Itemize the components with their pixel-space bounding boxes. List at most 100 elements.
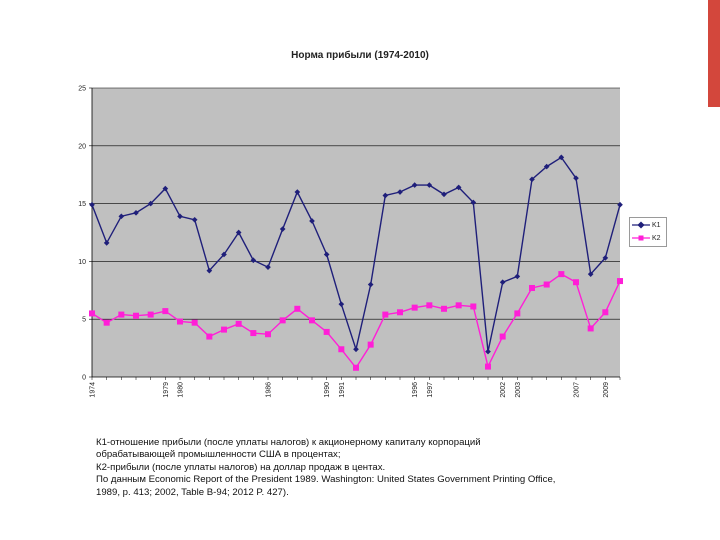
- point-k1-1984: [235, 229, 242, 236]
- point-k2-2010: [617, 278, 623, 285]
- point-k1-1985: [250, 257, 257, 264]
- point-k2-1979: [162, 308, 169, 315]
- point-k2-1985: [250, 330, 257, 337]
- point-k1-2005: [543, 163, 550, 170]
- point-k1-2000: [470, 199, 477, 206]
- point-k1-2007: [573, 175, 579, 181]
- point-k1-2004: [529, 176, 535, 183]
- point-k1-1982: [206, 267, 213, 274]
- xtick-label-16: 1990: [324, 382, 331, 398]
- point-k1-1996: [411, 182, 418, 188]
- point-k1-1988: [294, 189, 301, 195]
- point-k2-1982: [206, 333, 213, 340]
- legend-label-k2: K2: [652, 234, 661, 242]
- legend-swatch-k2: [632, 235, 650, 241]
- point-k1-1995: [397, 189, 403, 195]
- legend-swatch-k1: [632, 221, 650, 229]
- ytick-label-1: 5: [82, 317, 86, 324]
- point-k2-2002: [499, 333, 506, 340]
- caption-line-3: К2-прибыли (после уплаты налогов) на дол…: [96, 461, 386, 473]
- xtick-label-33: 2007: [574, 382, 581, 398]
- point-k1-1974: [89, 201, 95, 208]
- chart: Норма прибыли (1974-2010) 0 5 10 15 20 25 1974…: [78, 50, 667, 398]
- point-k2-2005: [543, 281, 550, 288]
- point-k1-1981: [191, 216, 198, 223]
- point-k1-1986: [265, 264, 271, 271]
- point-k2-1974: [89, 310, 95, 317]
- point-k1-1994: [382, 192, 389, 199]
- xtick-label-28: 2002: [500, 382, 507, 398]
- point-k2-1983: [221, 326, 227, 333]
- point-k1-2010: [617, 201, 623, 208]
- point-k1-1997: [426, 182, 433, 188]
- legend: K1 K2: [629, 217, 667, 247]
- chart-svg: 0 5 10 15 20 25 1974 1979 1980 1986 1990 1991 1996 19…: [78, 86, 623, 398]
- point-k2-1987: [279, 317, 286, 324]
- xtick-label-17: 1991: [339, 382, 346, 398]
- ytick-label-4: 20: [78, 143, 86, 150]
- xtick-label-0: 1974: [90, 382, 97, 398]
- caption-line-2: обрабатывающей промышленности США в проц…: [96, 449, 341, 461]
- point-k1-1980: [177, 213, 183, 220]
- point-k1-2002: [499, 279, 506, 286]
- point-k2-2008: [587, 325, 594, 332]
- point-k1-1977: [133, 210, 139, 216]
- point-k2-1977: [133, 312, 139, 319]
- xtick-label-23: 1997: [427, 382, 434, 398]
- accent-bar: [708, 0, 720, 107]
- point-k2-1997: [426, 302, 433, 309]
- point-k1-1998: [441, 191, 447, 198]
- point-k2-1995: [397, 309, 403, 316]
- point-k1-2009: [602, 255, 609, 261]
- xtick-label-35: 2009: [603, 382, 610, 398]
- point-k2-2000: [470, 303, 477, 310]
- point-k2-1989: [309, 317, 315, 324]
- xtick-label-6: 1980: [178, 382, 185, 398]
- point-k1-2006: [558, 154, 565, 161]
- point-k2-1994: [382, 311, 389, 318]
- point-k2-1993: [367, 341, 374, 348]
- point-k2-1981: [191, 319, 198, 326]
- point-k2-1990: [323, 328, 330, 335]
- legend-entry-k1: K1: [630, 219, 666, 231]
- caption-line-4: По данным Economic Report of the Preside…: [96, 474, 556, 486]
- point-k2-2009: [602, 309, 609, 316]
- ytick-label-2: 10: [78, 259, 86, 266]
- caption: К1-отношение прибыли (после уплаты налог…: [96, 437, 616, 499]
- caption-line-5: 1989, p. 413; 2002, Table B-94; 2012 P. …: [96, 486, 289, 498]
- point-k1-1976: [118, 213, 125, 220]
- legend-entry-k2: K2: [630, 232, 666, 244]
- point-k2-2004: [529, 284, 535, 291]
- ytick-label-5: 25: [78, 86, 86, 93]
- point-k2-1999: [455, 302, 462, 309]
- ytick-label-0: 0: [82, 375, 86, 382]
- point-k1-1992: [353, 346, 359, 353]
- point-k1-1993: [367, 281, 374, 288]
- chart-title: Норма прибыли (1974-2010): [291, 50, 429, 61]
- plot-area: [92, 88, 620, 377]
- point-k1-2001: [485, 348, 491, 355]
- xtick-label-12: 1986: [266, 382, 273, 398]
- point-k2-1998: [441, 305, 447, 312]
- xtick-label-5: 1979: [163, 382, 170, 398]
- point-k2-1975: [103, 319, 110, 326]
- point-k2-1991: [338, 346, 345, 353]
- point-k1-1999: [455, 184, 462, 191]
- point-k2-2007: [573, 279, 579, 286]
- xtick-label-29: 2003: [515, 382, 522, 398]
- point-k1-1989: [309, 218, 315, 224]
- point-k1-2003: [514, 273, 521, 280]
- point-k2-1978: [147, 311, 154, 318]
- point-k1-1975: [103, 240, 110, 246]
- point-k2-2003: [514, 310, 521, 317]
- point-k2-1976: [118, 311, 125, 318]
- legend-label-k1: K1: [652, 221, 661, 229]
- point-k1-1978: [147, 200, 154, 207]
- point-k1-1987: [279, 226, 286, 232]
- point-k2-2006: [558, 271, 565, 278]
- point-k2-1988: [294, 305, 301, 312]
- point-k2-1996: [411, 304, 418, 311]
- caption-line-1: К1-отношение прибыли (после уплаты налог…: [96, 437, 481, 448]
- point-k1-1991: [338, 301, 345, 308]
- point-k2-1992: [353, 364, 359, 371]
